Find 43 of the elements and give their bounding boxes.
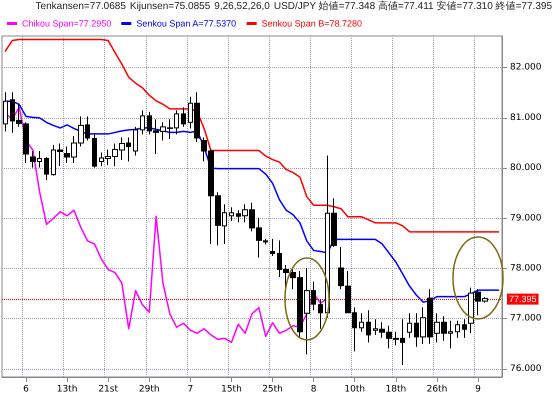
x-tick-label: 21st: [98, 384, 118, 394]
x-tick-label: 7: [187, 384, 194, 394]
x-tick-label: 25th: [262, 384, 283, 394]
legend-label: Senkou Span B=78.7280: [262, 18, 362, 28]
y-tick-label: 77.000: [510, 314, 542, 324]
candlestick: [270, 238, 275, 256]
y-tick-label: 78.000: [510, 264, 542, 274]
x-tick-label: 13th: [56, 384, 78, 394]
candlestick: [92, 134, 97, 168]
text: Tenkansen=77.0685: [36, 1, 126, 14]
line-series: [4, 38, 500, 233]
candlestick: [359, 312, 364, 332]
candlestick: [229, 206, 234, 222]
x-tick-label: 26th: [426, 384, 448, 394]
x-tick-label: 15th: [221, 384, 242, 394]
candlestick: [140, 110, 145, 135]
x-tick-label: 8: [310, 384, 317, 394]
candlestick: [407, 312, 412, 338]
candlestick: [455, 320, 460, 338]
text: Kijunsen=75.0855: [130, 1, 210, 14]
candlestick: [181, 106, 186, 128]
y-tick-label: 76.000: [510, 364, 542, 374]
y-tick-label: 79.000: [510, 213, 542, 224]
candlestick: [462, 318, 467, 338]
legend-label: Chikou Span=77.2950: [22, 18, 112, 28]
candlestick: [133, 126, 138, 156]
candlestick: [318, 299, 323, 330]
candlestick: [3, 92, 8, 132]
text: 9,26,52,26,0: [214, 1, 270, 14]
y-tick-label: 81.000: [510, 112, 542, 123]
candlestick: [366, 310, 371, 343]
legend-label: Senkou Span A=77.5370: [136, 18, 236, 28]
x-tick-label: 6: [23, 384, 30, 394]
x-tick-label: 29th: [138, 384, 160, 394]
y-tick-label: 80.000: [510, 163, 542, 174]
x-tick-label: 9: [475, 384, 482, 394]
candlestick: [44, 156, 49, 181]
text: USD/JPY 始値=77.348 高値=77.411 安値=77.310 終値=77.395: [274, 1, 552, 14]
x-tick-label: 18th: [385, 384, 406, 394]
ref-line-label: 77.395: [509, 294, 537, 304]
line-series: [4, 100, 500, 303]
y-tick-label: 82.000: [510, 62, 542, 73]
x-tick-label: 10th: [344, 384, 366, 394]
